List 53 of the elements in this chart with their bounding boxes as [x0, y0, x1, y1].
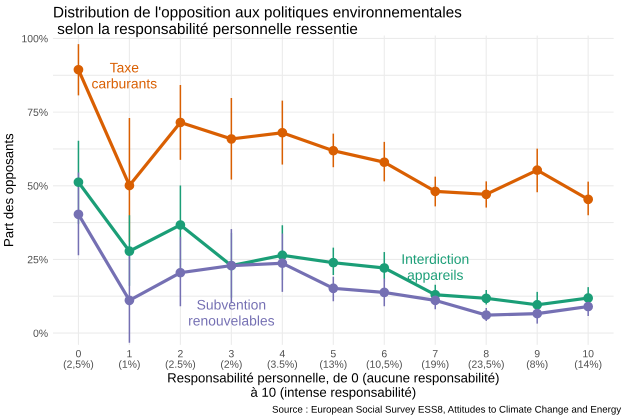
point — [124, 246, 134, 256]
point — [379, 288, 390, 298]
point — [124, 296, 134, 306]
point — [277, 250, 288, 260]
chart-title: Distribution de l'opposition aux politiques environnementales selon la responsabilité personnelle ressentie — [54, 6, 462, 38]
point — [583, 293, 594, 303]
point — [328, 146, 338, 156]
y-tick-label: 50% — [28, 182, 48, 190]
point — [481, 293, 492, 304]
x-tick-label: 1 (1%) — [119, 350, 140, 370]
x-tick-label: 9 (8%) — [526, 350, 548, 370]
y-axis-title: Part des opposants — [4, 134, 16, 246]
point — [532, 300, 542, 310]
source-note: Source : European Social Survey ESS8, Attitudes to Climate Change and Energy — [272, 406, 622, 415]
x-tick-label: 4 (3.5%) — [268, 350, 298, 370]
point — [74, 177, 84, 188]
point — [124, 180, 134, 190]
point — [176, 118, 186, 128]
point — [583, 194, 594, 204]
x-tick-label: 2 (2.5%) — [166, 350, 196, 370]
point — [583, 302, 594, 312]
point — [379, 263, 390, 273]
point — [226, 134, 236, 144]
x-axis-title: Responsabilité personnelle, de 0 (aucune responsabilité) à 10 (intense responsabilité) — [168, 372, 499, 400]
x-tick-label: 7 (19%) — [422, 350, 448, 370]
x-tick-label: 0 (2,5%) — [64, 350, 94, 370]
point — [328, 258, 338, 268]
point — [532, 165, 542, 176]
point — [74, 64, 84, 75]
x-tick-label: 6 (10,5%) — [366, 350, 402, 370]
point — [430, 186, 440, 196]
point — [532, 308, 542, 318]
x-tick-label: 10 (14%) — [574, 350, 602, 370]
series-label: Subvention renouvelables — [189, 299, 274, 326]
point — [277, 128, 288, 138]
point — [481, 189, 492, 200]
y-tick-label: 0% — [33, 330, 48, 337]
x-tick-label: 3 (2%) — [221, 350, 242, 370]
point — [328, 283, 338, 294]
y-tick-label: 75% — [28, 108, 48, 116]
point — [430, 296, 440, 306]
y-tick-label: 100% — [22, 34, 48, 42]
y-tick-label: 25% — [28, 256, 48, 264]
point — [481, 310, 492, 320]
series-label: Interdiction appareils — [402, 254, 468, 283]
x-tick-label: 5 (13%) — [320, 350, 347, 370]
x-tick-label: 8 (23,5%) — [468, 350, 504, 370]
point — [176, 220, 186, 230]
point — [176, 268, 186, 278]
point — [277, 258, 288, 268]
series-label: Taxe carburants — [92, 62, 157, 88]
point — [74, 209, 84, 220]
point — [379, 157, 390, 168]
